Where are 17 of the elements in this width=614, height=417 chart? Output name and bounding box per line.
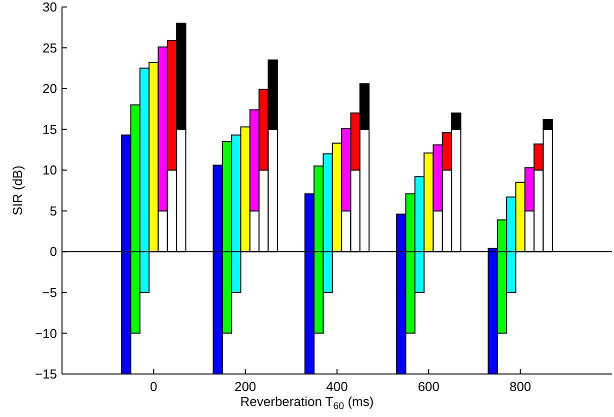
- x-tick-label: 200: [234, 379, 256, 394]
- x-tick-label: 800: [509, 379, 532, 394]
- y-tick-label: 30: [42, 0, 57, 15]
- y-tick-label: 0: [50, 244, 57, 260]
- x-tick-label: 400: [326, 379, 348, 394]
- y-tick-label: −5: [42, 284, 57, 300]
- y-tick-label: 5: [50, 203, 57, 218]
- y-tick-label: −10: [34, 326, 57, 341]
- x-axis-title: Reverberation T$_{60}$ (ms): [240, 394, 374, 412]
- y-tick-label: −15: [34, 366, 57, 382]
- y-axis-title: SIR (dB): [10, 166, 25, 216]
- y-tick-label: 25: [42, 40, 57, 56]
- y-tick-label: 20: [42, 81, 57, 96]
- x-tick-label: 0: [150, 379, 158, 394]
- y-tick-label: 10: [42, 162, 57, 178]
- y-tick-label: 15: [42, 122, 57, 137]
- x-tick-label: 600: [418, 379, 440, 394]
